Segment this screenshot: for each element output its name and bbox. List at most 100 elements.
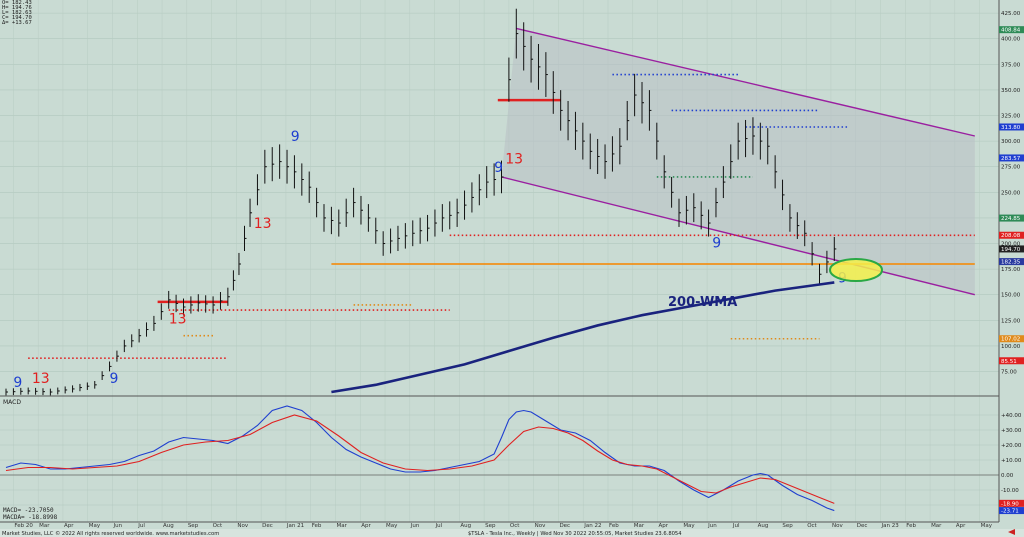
readout-close: C= 194.70	[2, 15, 32, 21]
price-right-label-bg-0	[999, 26, 1024, 34]
price-tick-label-9: 300.00	[1001, 139, 1021, 145]
time-tick-label-2: Apr	[64, 523, 74, 529]
price-right-label-6: 182.35	[1001, 260, 1021, 266]
price-tick-label-10: 325.00	[1001, 114, 1021, 120]
macd-readout-1: MACD= -23.7050	[3, 507, 54, 514]
price-right-label-bg-7	[999, 335, 1024, 343]
td-count-4: 13	[254, 216, 272, 232]
footer-symbol-info: $TSLA - Tesla Inc., Weekly | Wed Nov 30 …	[468, 531, 682, 537]
time-tick-label-19: Sep	[485, 523, 496, 529]
macd-series-macd	[5, 405, 835, 512]
time-tick-label-37: Mar	[931, 523, 942, 529]
time-tick-label-28: Jun	[707, 523, 717, 529]
time-tick-label-4: Jun	[112, 523, 122, 529]
price-tick-label-13: 400.00	[1001, 37, 1021, 43]
price-right-label-2: 283.57	[1001, 156, 1021, 162]
macd-series-macda	[5, 414, 835, 504]
price-tick-label-8: 275.00	[1001, 165, 1021, 171]
price-right-label-bg-4	[999, 231, 1024, 239]
price-panel: 91391313991399 200-WMA	[0, 0, 999, 522]
time-tick-label-35: Jan 23	[881, 523, 900, 529]
price-right-label-7: 107.02	[1001, 337, 1020, 343]
time-tick-label-17: Jul	[435, 523, 443, 529]
macd-panel: MACD MACD= -23.7050 MACDA= -18.8998	[0, 399, 999, 521]
wma-200-path	[331, 281, 835, 394]
readout-low: L= 182.63	[2, 10, 32, 16]
time-tick-label-32: Oct	[807, 523, 817, 529]
time-tick-label-16: Jun	[410, 523, 420, 529]
time-tick-label-30: Aug	[758, 523, 769, 529]
time-tick-label-15: May	[386, 523, 398, 529]
time-tick-label-6: Aug	[163, 523, 174, 529]
ohlc-readout: O= 182.43 H= 194.76 L= 182.63 C= 194.70 …	[2, 0, 32, 26]
scroll-left-icon[interactable]	[1008, 529, 1015, 535]
macd-tick-label-0: +40.00	[1001, 413, 1022, 419]
time-tick-label-12: Feb	[312, 523, 322, 529]
price-right-label-8: 85.51	[1001, 359, 1017, 365]
price-right-label-4: 208.08	[1001, 233, 1021, 239]
price-right-label-0: 408.84	[1001, 28, 1021, 34]
price-right-label-bg-2	[999, 154, 1024, 162]
price-tick-label-14: 425.00	[1001, 11, 1021, 17]
td-count-1: 13	[32, 371, 50, 387]
time-tick-label-9: Nov	[237, 523, 248, 529]
time-tick-label-27: May	[683, 523, 695, 529]
time-tick-label-10: Dec	[262, 523, 273, 529]
td-count-3: 13	[169, 311, 187, 327]
macd-tick-label-4: 0.00	[1001, 473, 1014, 479]
price-right-labels: 408.84 313.80 283.57 224.85 208.08 194.70 182.…	[999, 26, 1024, 365]
readout-change: Δ= +13.67	[2, 20, 32, 26]
highlight-ellipse	[829, 258, 883, 282]
macd-right-label-bg-1	[999, 507, 1024, 515]
price-right-label-bg-6	[999, 258, 1024, 266]
price-tick-label-4: 175.00	[1001, 267, 1021, 273]
time-tick-label-29: Jul	[732, 523, 740, 529]
time-tick-label-24: Feb	[609, 523, 619, 529]
price-tick-label-2: 125.00	[1001, 318, 1021, 324]
price-tick-label-11: 350.00	[1001, 88, 1021, 94]
macd-lines	[5, 405, 835, 512]
time-tick-label-1: Mar	[39, 523, 50, 529]
price-tick-label-12: 375.00	[1001, 62, 1021, 68]
time-tick-label-5: Jul	[137, 523, 145, 529]
time-tick-label-22: Dec	[559, 523, 570, 529]
price-right-label-bg-5	[999, 245, 1024, 253]
td-count-0: 9	[13, 375, 22, 391]
time-tick-label-21: Nov	[535, 523, 546, 529]
time-axis: Feb 20 Mar Apr May Jun Jul Aug Sep Oct Nov Dec Jan …	[0, 521, 999, 529]
macd-right-label-1: -23.71	[1001, 509, 1019, 515]
macd-right-label-0: -18.90	[1001, 501, 1019, 507]
price-right-label-5: 194.70	[1001, 247, 1021, 253]
time-tick-label-36: Feb	[906, 523, 916, 529]
td-count-5: 9	[291, 129, 300, 145]
macd-title: MACD	[3, 399, 21, 406]
macd-gridlines	[0, 414, 999, 506]
time-tick-label-26: Apr	[659, 523, 669, 529]
td-count-2: 9	[110, 371, 119, 387]
time-tick-label-3: May	[89, 523, 101, 529]
price-right-label-bg-3	[999, 214, 1024, 222]
macd-right-label-bg-0	[999, 499, 1024, 507]
time-tick-label-33: Nov	[832, 523, 843, 529]
macd-right-labels: -18.90 -23.71	[999, 499, 1024, 515]
price-tick-label-7: 250.00	[1001, 190, 1021, 196]
price-right-label-1: 313.80	[1001, 125, 1021, 131]
price-right-label-3: 224.85	[1001, 216, 1021, 222]
macd-tick-label-5: -10.00	[1001, 488, 1019, 494]
td-counts: 91391313991399	[13, 129, 847, 391]
price-tick-label-5: 200.00	[1001, 242, 1021, 248]
price-tick-label-0: 75.00	[1001, 370, 1017, 376]
time-tick-label-20: Oct	[510, 523, 520, 529]
price-tick-labels: 75.00100.00125.00150.00175.00200.00225.0…	[1001, 11, 1021, 375]
readout-open: O= 182.43	[2, 0, 32, 6]
footer-bar	[0, 529, 1024, 537]
macd-readout-2: MACDA= -18.8998	[3, 514, 58, 521]
time-tick-label-31: Sep	[782, 523, 793, 529]
time-tick-label-23: Jan 22	[583, 523, 601, 529]
time-tick-label-0: Feb 20	[14, 523, 33, 529]
time-tick-label-38: Apr	[956, 523, 966, 529]
right-axis: 75.00100.00125.00150.00175.00200.00225.0…	[998, 0, 1024, 522]
footer-copyright: Market Studies, LLC © 2022 All rights re…	[2, 530, 219, 537]
td-count-7: 13	[505, 152, 523, 168]
